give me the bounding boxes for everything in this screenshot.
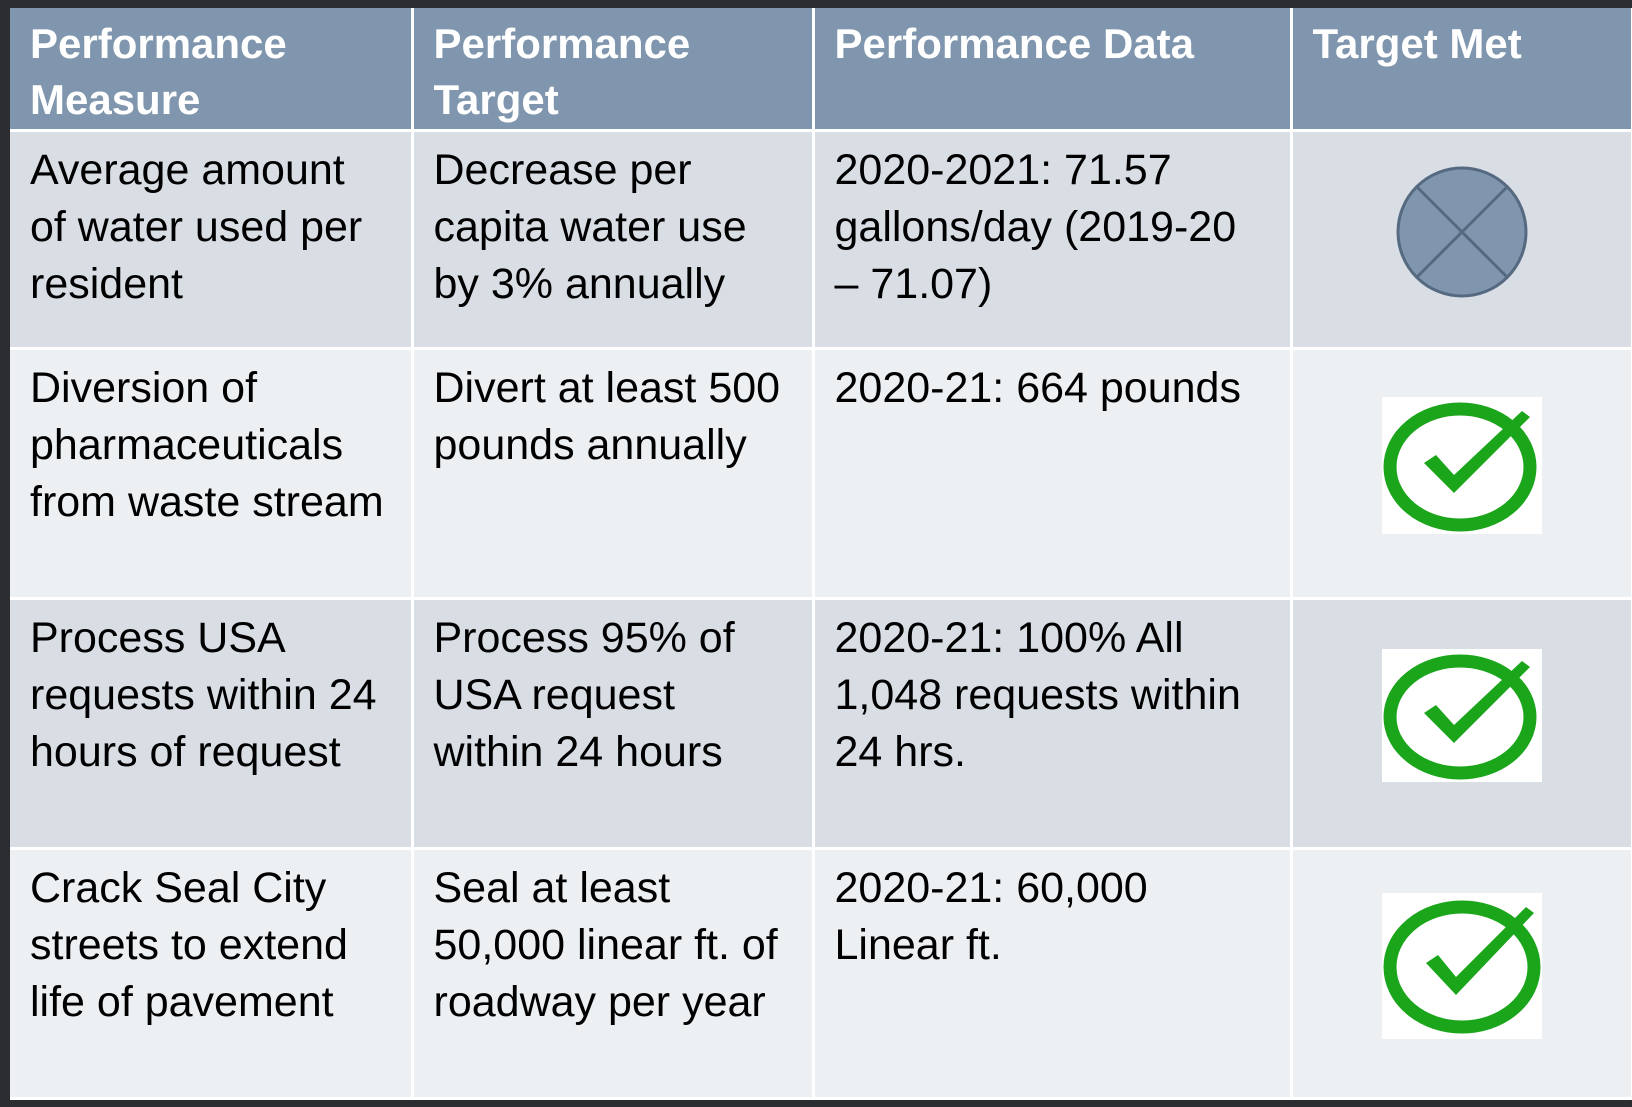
- row: Crack Seal City streets to extend life o…: [10, 848, 1632, 1100]
- cell: Divert at least 500 pounds annually: [412, 348, 815, 600]
- cell: 2020-21: 60,000 Linear ft.: [813, 848, 1293, 1100]
- status-cell: [1291, 848, 1632, 1100]
- header-cell: Performance Target: [412, 8, 815, 132]
- cell: Diversion of pharmaceuticals from waste …: [10, 348, 414, 600]
- cell: Process 95% of USA request within 24 hou…: [412, 598, 815, 850]
- cell: 2020-21: 664 pounds: [813, 348, 1293, 600]
- header-row: Performance Measure Performance Target P…: [10, 8, 1632, 132]
- cell: Decrease per capita water use by 3% annu…: [412, 130, 815, 350]
- performance-table: Performance Measure Performance Target P…: [10, 8, 1632, 1100]
- header-cell: Performance Data: [813, 8, 1293, 132]
- not-met-icon: [1396, 166, 1527, 297]
- met-icon: [1381, 892, 1542, 1039]
- status-cell: [1291, 348, 1632, 600]
- met-icon: [1381, 397, 1542, 534]
- header-cell: Performance Measure: [10, 8, 414, 132]
- header-cell: Target Met: [1291, 8, 1632, 132]
- status-cell: [1291, 130, 1632, 350]
- row: Diversion of pharmaceuticals from waste …: [10, 348, 1632, 600]
- cell: Process USA requests within 24 hours of …: [10, 598, 414, 850]
- row: Process USA requests within 24 hours of …: [10, 598, 1632, 850]
- cell: Average amount of water used per residen…: [10, 130, 414, 350]
- cell: Seal at least 50,000 linear ft. of roadw…: [412, 848, 815, 1100]
- status-cell: [1291, 598, 1632, 850]
- cell: 2020-21: 100% All 1,048 requests within …: [813, 598, 1293, 850]
- cell: Crack Seal City streets to extend life o…: [10, 848, 414, 1100]
- slide: Performance Measure Performance Target P…: [10, 8, 1632, 1107]
- row: Average amount of water used per residen…: [10, 130, 1632, 350]
- cell: 2020-2021: 71.57 gallons/day (2019-20 – …: [813, 130, 1293, 350]
- met-icon: [1381, 649, 1542, 782]
